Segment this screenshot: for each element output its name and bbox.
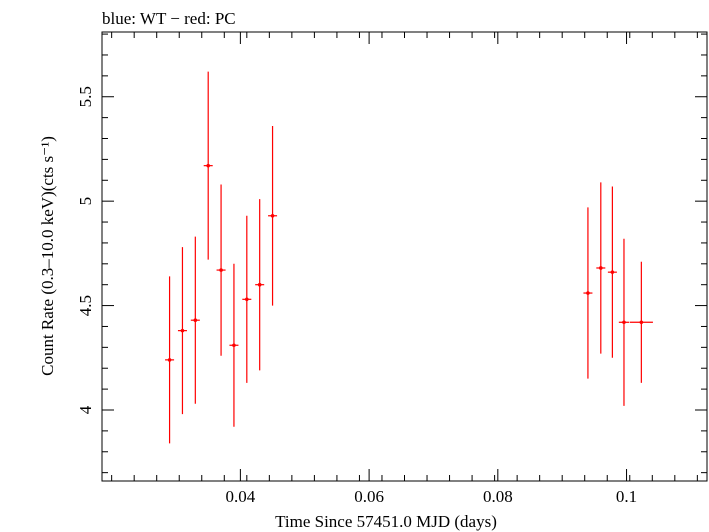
x-tick-label: 0.08 (483, 487, 513, 506)
x-tick-label: 0.1 (616, 487, 637, 506)
data-point (190, 236, 200, 404)
point-marker (257, 282, 262, 287)
point-marker (586, 291, 590, 295)
y-tick-label: 4 (76, 405, 95, 414)
point-marker (219, 268, 223, 272)
legend-title: blue: WT − red: PC (102, 9, 236, 28)
data-point (607, 186, 617, 358)
point-marker (622, 320, 626, 325)
point-marker (167, 358, 172, 362)
point-marker (206, 163, 210, 168)
x-axis-label: Time Since 57451.0 MJD (days) (275, 512, 497, 531)
data-point (618, 238, 630, 406)
data-point (229, 263, 239, 427)
data-point (242, 215, 252, 383)
data-point (165, 276, 175, 444)
plot-frame (101, 31, 708, 482)
data-point (629, 261, 653, 383)
x-tick-label: 0.06 (354, 487, 384, 506)
tick-labels: 0.04 0.06 0.08 0.1 4 4.5 5 5.5 (76, 86, 637, 506)
point-marker (232, 343, 236, 348)
point-marker (639, 320, 644, 325)
y-tick-label: 4.5 (76, 295, 95, 316)
data-point (255, 199, 265, 371)
data-point (583, 207, 593, 379)
point-marker (180, 328, 185, 333)
data-point (596, 182, 606, 354)
data-points (165, 71, 653, 444)
x-tick-label: 0.04 (226, 487, 256, 506)
data-point (268, 125, 278, 306)
data-point (216, 184, 226, 356)
y-tick-label: 5 (76, 197, 95, 206)
y-axis-label: Count Rate (0.3–10.0 keV)(cts s⁻¹) (38, 136, 57, 376)
y-tick-label: 5.5 (76, 86, 95, 107)
axis-ticks (102, 32, 707, 481)
point-marker (599, 266, 603, 270)
data-point (203, 71, 213, 260)
point-marker (193, 318, 198, 322)
point-marker (245, 297, 249, 302)
point-marker (610, 270, 615, 274)
point-marker (270, 213, 275, 218)
data-point (177, 247, 187, 415)
